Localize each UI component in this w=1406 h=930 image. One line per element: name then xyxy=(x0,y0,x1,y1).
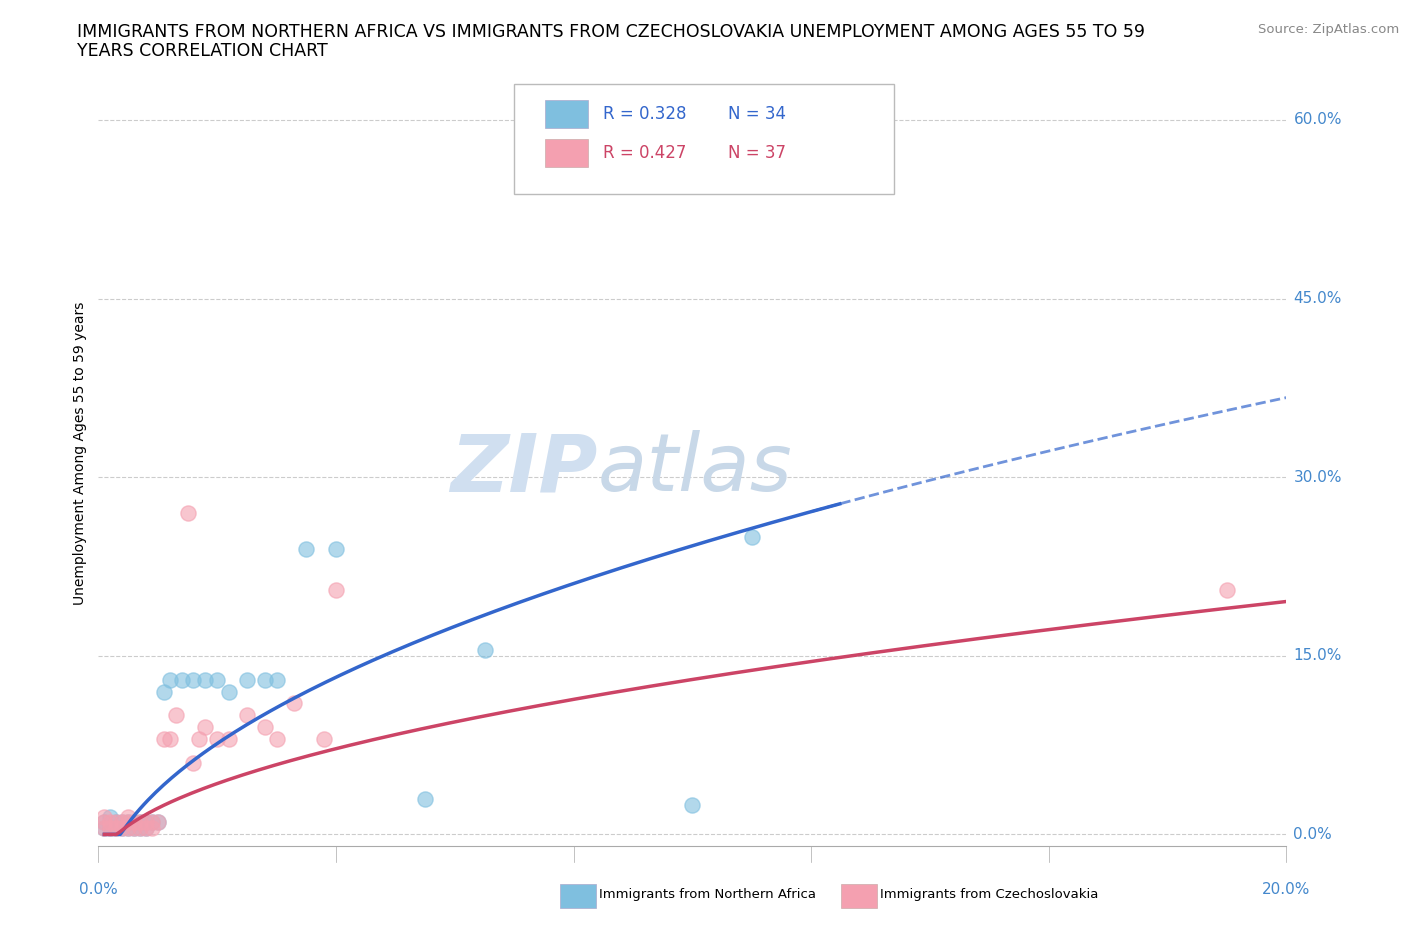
Point xyxy=(325,583,347,598)
FancyBboxPatch shape xyxy=(515,84,894,194)
Text: IMMIGRANTS FROM NORTHERN AFRICA VS IMMIGRANTS FROM CZECHOSLOVAKIA UNEMPLOYMENT A: IMMIGRANTS FROM NORTHERN AFRICA VS IMMIG… xyxy=(77,23,1146,41)
Point xyxy=(188,732,211,747)
Text: Immigrants from Czechoslovakia: Immigrants from Czechoslovakia xyxy=(880,888,1098,901)
Text: 30.0%: 30.0% xyxy=(1294,470,1341,485)
Point xyxy=(205,732,228,747)
Point xyxy=(135,821,157,836)
Point xyxy=(183,755,205,770)
Point xyxy=(117,809,139,824)
Point xyxy=(122,815,145,830)
Point xyxy=(194,672,217,687)
Point xyxy=(474,643,496,658)
Point xyxy=(176,506,198,521)
Point xyxy=(122,821,145,836)
Text: ZIP: ZIP xyxy=(450,430,598,508)
Point xyxy=(218,732,240,747)
Point xyxy=(741,529,763,544)
Text: R = 0.328: R = 0.328 xyxy=(603,105,688,123)
Point xyxy=(93,821,115,836)
Point xyxy=(93,815,115,830)
Point xyxy=(253,720,276,735)
Text: N = 37: N = 37 xyxy=(728,144,786,162)
Point xyxy=(236,672,259,687)
Point xyxy=(117,821,139,836)
Point xyxy=(159,672,181,687)
Point xyxy=(194,720,217,735)
Text: 45.0%: 45.0% xyxy=(1294,291,1341,306)
Point xyxy=(105,815,128,830)
Point xyxy=(98,809,121,824)
Point xyxy=(93,815,115,830)
Point xyxy=(152,732,174,747)
Point xyxy=(236,708,259,723)
Point xyxy=(141,821,163,836)
Text: 0.0%: 0.0% xyxy=(79,882,118,897)
Point xyxy=(266,672,288,687)
Point xyxy=(159,732,181,747)
Text: Source: ZipAtlas.com: Source: ZipAtlas.com xyxy=(1258,23,1399,36)
Point xyxy=(314,732,336,747)
Point xyxy=(283,696,305,711)
Text: N = 34: N = 34 xyxy=(728,105,786,123)
Text: R = 0.427: R = 0.427 xyxy=(603,144,686,162)
Point xyxy=(117,815,139,830)
Point xyxy=(129,821,152,836)
Y-axis label: Unemployment Among Ages 55 to 59 years: Unemployment Among Ages 55 to 59 years xyxy=(73,301,87,605)
Point xyxy=(135,815,157,830)
Point xyxy=(122,821,145,836)
Point xyxy=(98,821,121,836)
Point xyxy=(129,815,152,830)
Text: atlas: atlas xyxy=(598,430,792,508)
Point xyxy=(266,732,288,747)
Point xyxy=(117,815,139,830)
Point xyxy=(111,815,134,830)
Point xyxy=(111,815,134,830)
Point xyxy=(117,821,139,836)
FancyBboxPatch shape xyxy=(546,139,588,167)
Point xyxy=(1216,583,1239,598)
Point xyxy=(98,815,121,830)
Point xyxy=(122,815,145,830)
Point xyxy=(152,684,174,699)
Point xyxy=(325,541,347,556)
Point xyxy=(141,815,163,830)
Point xyxy=(135,815,157,830)
Point xyxy=(681,797,703,812)
Text: YEARS CORRELATION CHART: YEARS CORRELATION CHART xyxy=(77,42,328,60)
FancyBboxPatch shape xyxy=(546,100,588,128)
Point xyxy=(129,815,152,830)
Point xyxy=(205,672,228,687)
Point xyxy=(98,821,121,836)
Point xyxy=(93,809,115,824)
Text: 20.0%: 20.0% xyxy=(1263,882,1310,897)
Point xyxy=(141,815,163,830)
Point xyxy=(105,815,128,830)
Point xyxy=(218,684,240,699)
Text: Immigrants from Northern Africa: Immigrants from Northern Africa xyxy=(599,888,815,901)
Point xyxy=(129,821,152,836)
Point xyxy=(183,672,205,687)
Point xyxy=(135,821,157,836)
Point xyxy=(253,672,276,687)
Point xyxy=(146,815,169,830)
Point xyxy=(111,821,134,836)
Point xyxy=(295,541,318,556)
Point xyxy=(165,708,187,723)
Text: 60.0%: 60.0% xyxy=(1294,113,1341,127)
Text: 15.0%: 15.0% xyxy=(1294,648,1341,663)
Point xyxy=(413,791,436,806)
Point xyxy=(105,821,128,836)
Text: 0.0%: 0.0% xyxy=(1294,827,1331,842)
Point xyxy=(111,821,134,836)
Point xyxy=(170,672,193,687)
Point xyxy=(105,821,128,836)
Point xyxy=(146,815,169,830)
Point xyxy=(93,821,115,836)
